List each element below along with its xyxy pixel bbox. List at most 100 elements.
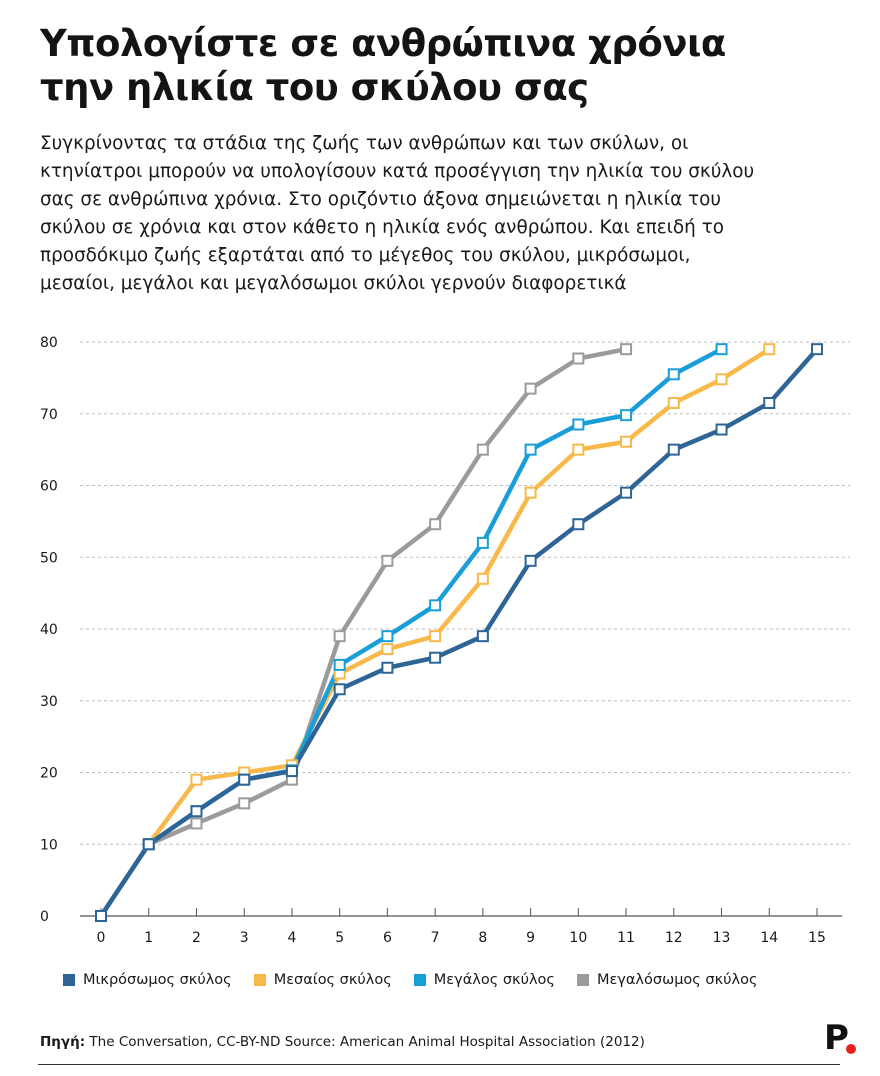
data-point xyxy=(667,368,680,381)
source-text: The Conversation, CC-BY-ND Source: Ameri… xyxy=(85,1034,645,1050)
data-point xyxy=(476,443,489,456)
data-point xyxy=(190,805,203,818)
data-point xyxy=(715,343,728,356)
data-point xyxy=(333,658,346,671)
series-line xyxy=(98,346,724,919)
data-point xyxy=(333,630,346,643)
data-point xyxy=(620,343,633,356)
data-point xyxy=(620,486,633,499)
page-title: Υπολογίστε σε ανθρώπινα χρόνια την ηλικί… xyxy=(40,22,840,110)
x-tick-label: 6 xyxy=(383,930,392,946)
data-point xyxy=(285,765,298,778)
series-line xyxy=(98,346,629,919)
data-point xyxy=(381,661,394,674)
x-tick-label: 13 xyxy=(713,930,731,946)
data-point xyxy=(238,797,251,810)
data-point xyxy=(620,435,633,448)
x-tick-label: 15 xyxy=(808,930,826,946)
publisher-logo: P xyxy=(824,1018,856,1058)
x-tick-label: 12 xyxy=(665,930,683,946)
data-point xyxy=(95,910,107,922)
x-tick-label: 9 xyxy=(526,930,535,946)
data-point xyxy=(190,817,203,830)
logo-dot xyxy=(846,1044,856,1054)
description-line: κτηνίατροι μπορούν να υπολογίσουν κατά π… xyxy=(40,161,755,182)
y-tick-label: 10 xyxy=(40,837,58,853)
legend-item: Μεσαίος σκύλος xyxy=(253,972,392,988)
data-point xyxy=(381,554,394,567)
description-line: σας σε ανθρώπινα χρόνια. Στο οριζόντιο ά… xyxy=(40,189,722,210)
data-point xyxy=(572,443,585,456)
x-tick-label: 10 xyxy=(569,930,587,946)
data-point xyxy=(620,409,633,422)
y-tick-label: 0 xyxy=(40,909,49,925)
data-point xyxy=(429,630,442,643)
legend-label: Μεγάλος σκύλος xyxy=(433,972,555,988)
legend-label: Μεσαίος σκύλος xyxy=(273,972,392,988)
title-line-2: την ηλικία του σκύλου σας xyxy=(40,66,589,109)
footer-divider xyxy=(38,1064,840,1065)
data-point xyxy=(476,536,489,549)
description-line: σκύλου σε χρόνια και στον κάθετο η ηλικί… xyxy=(40,217,724,238)
data-point xyxy=(811,343,823,356)
data-point xyxy=(190,773,203,786)
y-tick-label: 40 xyxy=(40,622,58,638)
x-tick-label: 0 xyxy=(97,930,106,946)
y-tick-label: 60 xyxy=(40,479,58,495)
data-point xyxy=(238,773,251,786)
x-tick-label: 11 xyxy=(617,930,635,946)
data-point xyxy=(429,651,442,664)
legend-swatch xyxy=(63,974,75,986)
data-point xyxy=(667,443,680,456)
data-point xyxy=(763,343,776,356)
data-point xyxy=(667,396,680,409)
x-tick-label: 5 xyxy=(335,930,344,946)
legend-label: Μεγαλόσωμος σκύλος xyxy=(596,972,758,988)
data-point xyxy=(524,554,537,567)
legend-swatch xyxy=(413,974,426,986)
data-point xyxy=(524,443,537,456)
description-line: Συγκρίνοντας τα στάδια της ζωής των ανθρ… xyxy=(40,133,689,154)
chart-description: Συγκρίνοντας τα στάδια της ζωής των ανθρ… xyxy=(40,130,850,298)
data-point xyxy=(333,683,346,696)
data-point xyxy=(572,418,585,431)
legend-swatch xyxy=(576,974,589,986)
data-point xyxy=(381,643,394,656)
legend-label: Μικρόσωμος σκύλος xyxy=(83,972,232,988)
y-tick-label: 80 xyxy=(40,335,58,351)
y-tick-label: 70 xyxy=(40,407,58,423)
data-point xyxy=(476,630,489,643)
data-point xyxy=(142,838,155,851)
x-tick-label: 8 xyxy=(478,930,487,946)
data-point xyxy=(429,599,442,612)
x-tick-label: 4 xyxy=(287,930,296,946)
data-point xyxy=(476,572,489,585)
legend-item: Μεγαλόσωμος σκύλος xyxy=(576,972,758,988)
data-point xyxy=(715,373,728,386)
data-point xyxy=(381,630,394,643)
x-tick-label: 3 xyxy=(240,930,249,946)
legend-swatch xyxy=(253,974,266,986)
y-tick-label: 30 xyxy=(40,694,58,710)
legend-item: Μικρόσωμος σκύλος xyxy=(63,972,232,988)
description-line: προσδόκιμο ζωής εξαρτάται από το μέγεθος… xyxy=(40,245,691,266)
title-line-1: Υπολογίστε σε ανθρώπινα χρόνια xyxy=(40,22,726,65)
data-point xyxy=(715,423,728,436)
source-label: Πηγή: xyxy=(40,1034,86,1050)
source-note: Πηγή: The Conversation, CC-BY-ND Source:… xyxy=(40,1034,645,1050)
description-line: μεσαίοι, μεγάλοι και μεγαλόσωμοι σκύλοι … xyxy=(40,273,627,294)
x-tick-label: 14 xyxy=(760,930,778,946)
x-tick-label: 2 xyxy=(192,930,201,946)
logo-letter: P xyxy=(824,1018,849,1058)
data-point xyxy=(572,352,585,365)
y-tick-label: 50 xyxy=(40,550,58,566)
x-tick-label: 7 xyxy=(431,930,440,946)
data-point xyxy=(524,486,537,499)
legend-item: Μεγάλος σκύλος xyxy=(413,972,555,988)
series-line xyxy=(98,346,820,919)
data-point xyxy=(524,382,537,395)
data-point xyxy=(429,518,442,531)
chart-legend: Μικρόσωμος σκύλος Μεσαίος σκύλος Μεγάλος… xyxy=(63,972,758,988)
data-point xyxy=(572,518,585,531)
